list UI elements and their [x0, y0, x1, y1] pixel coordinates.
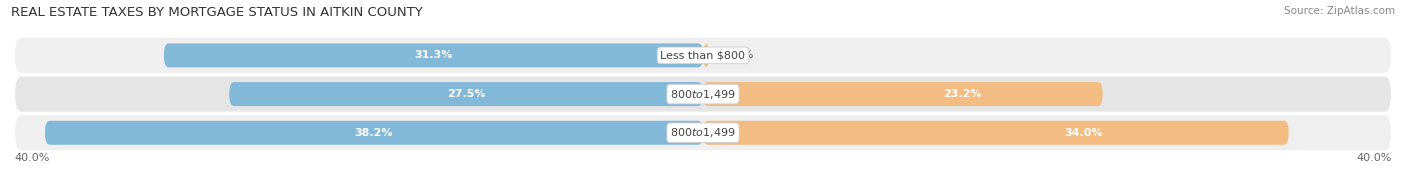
FancyBboxPatch shape — [165, 43, 703, 67]
Text: 31.3%: 31.3% — [415, 50, 453, 60]
Text: 23.2%: 23.2% — [943, 89, 981, 99]
Text: 34.0%: 34.0% — [1064, 128, 1102, 138]
Text: 40.0%: 40.0% — [1357, 153, 1392, 163]
Text: 40.0%: 40.0% — [14, 153, 49, 163]
FancyBboxPatch shape — [703, 121, 1289, 145]
FancyBboxPatch shape — [45, 121, 703, 145]
Text: 0.37%: 0.37% — [718, 50, 754, 60]
Text: $800 to $1,499: $800 to $1,499 — [671, 126, 735, 139]
Legend: Without Mortgage, With Mortgage: Without Mortgage, With Mortgage — [581, 193, 825, 196]
FancyBboxPatch shape — [229, 82, 703, 106]
FancyBboxPatch shape — [703, 43, 710, 67]
Text: 27.5%: 27.5% — [447, 89, 485, 99]
FancyBboxPatch shape — [14, 37, 1392, 74]
FancyBboxPatch shape — [14, 75, 1392, 113]
Text: $800 to $1,499: $800 to $1,499 — [671, 88, 735, 101]
FancyBboxPatch shape — [14, 114, 1392, 151]
FancyBboxPatch shape — [703, 82, 1102, 106]
Text: REAL ESTATE TAXES BY MORTGAGE STATUS IN AITKIN COUNTY: REAL ESTATE TAXES BY MORTGAGE STATUS IN … — [11, 6, 423, 19]
Text: Source: ZipAtlas.com: Source: ZipAtlas.com — [1284, 6, 1395, 16]
Text: Less than $800: Less than $800 — [661, 50, 745, 60]
Text: 38.2%: 38.2% — [354, 128, 394, 138]
